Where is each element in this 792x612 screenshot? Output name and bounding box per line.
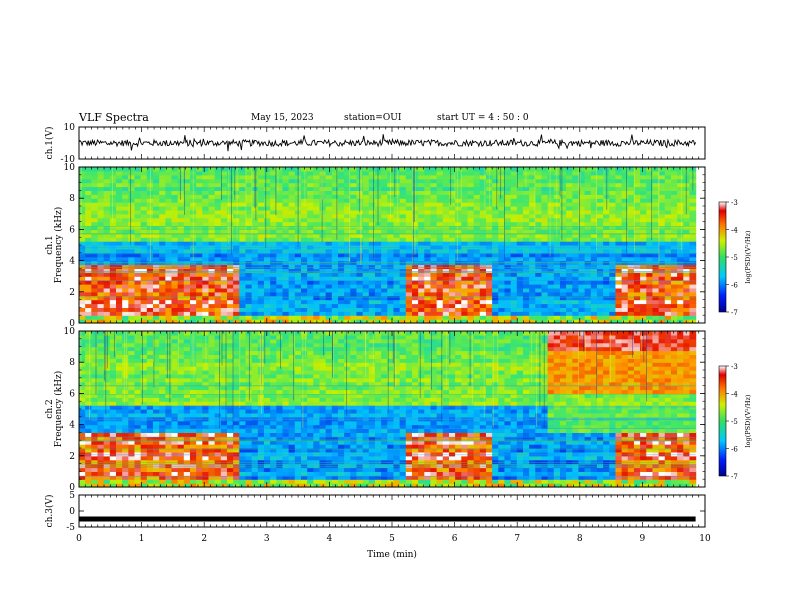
xtick-label-7: 7 — [514, 534, 520, 544]
xtick-label-1: 1 — [139, 534, 145, 544]
xtick-label-10: 10 — [699, 534, 711, 544]
ytick-label-2-3: 6 — [69, 225, 75, 235]
station-label: station=OUI — [344, 113, 402, 123]
xtick-label-3: 3 — [264, 534, 270, 544]
x-axis-title: Time (min) — [367, 549, 417, 560]
colorbar-tick-1-4: -7 — [731, 309, 738, 317]
ylabel-channel-2: ch.2 — [45, 399, 55, 418]
ylabel-0: ch.1(V) — [44, 127, 55, 160]
ytick-label-4-0: 5 — [69, 491, 75, 501]
ytick-label-3-1: 2 — [69, 452, 75, 462]
ylabel-channel-1: ch.1 — [45, 235, 55, 254]
colorbar-tick-2-4: -7 — [731, 473, 738, 481]
ch1-trace — [78, 134, 697, 152]
colorbar-tick-1-1: -4 — [731, 227, 738, 235]
start-time-label: start UT = 4 : 50 : 0 — [437, 113, 529, 123]
xtick-label-2: 2 — [201, 534, 207, 544]
ylabel-frequency-1: Frequency (kHz) — [53, 207, 64, 284]
ytick-label-3-5: 10 — [64, 327, 76, 337]
ytick-label-1-1: -10 — [61, 155, 76, 165]
colorbar-tick-2-0: -3 — [731, 363, 738, 371]
colorbar-tick-2-1: -4 — [731, 391, 738, 399]
xtick-label-4: 4 — [327, 534, 333, 544]
ytick-label-3-2: 4 — [69, 421, 75, 431]
ytick-label-2-0: 0 — [69, 319, 75, 329]
xtick-label-5: 5 — [389, 534, 395, 544]
waveform-1 — [78, 134, 697, 152]
chart-title: VLF Spectra — [79, 111, 149, 124]
ytick-label-3-0: 0 — [69, 483, 75, 493]
ytick-label-1-0: 10 — [64, 123, 76, 133]
spectrogram-2 — [79, 167, 705, 324]
ytick-label-3-4: 8 — [69, 358, 75, 368]
spectrogram-3 — [79, 331, 705, 488]
date-label: May 15, 2023 — [251, 113, 314, 123]
ytick-label-2-4: 8 — [69, 194, 75, 204]
ytick-label-4-1: 0 — [69, 507, 75, 517]
ylabel-frequency-2: Frequency (kHz) — [53, 371, 64, 448]
colorbar-tick-1-0: -3 — [731, 199, 738, 207]
colorbar-label-2: log(PSD)(V²/Hz) — [744, 394, 752, 447]
colorbar-2 — [718, 365, 727, 477]
colorbar-label-1: log(PSD)(V²/Hz) — [744, 230, 752, 283]
ytick-label-4-2: -5 — [66, 523, 75, 533]
colorbar-tick-1-2: -5 — [731, 254, 738, 262]
xtick-label-0: 0 — [76, 534, 82, 544]
ytick-label-2-1: 2 — [69, 288, 75, 298]
xtick-label-6: 6 — [452, 534, 458, 544]
ytick-label-2-2: 4 — [69, 257, 75, 267]
colorbar-tick-2-3: -6 — [731, 446, 738, 454]
ytick-label-3-3: 6 — [69, 389, 75, 399]
colorbar-tick-1-3: -6 — [731, 282, 738, 290]
colorbar-tick-2-2: -5 — [731, 418, 738, 426]
colorbar-1 — [718, 201, 727, 313]
xtick-label-8: 8 — [577, 534, 583, 544]
xtick-label-9: 9 — [640, 534, 646, 544]
ylabel-3: ch.3(V) — [44, 495, 55, 528]
ytick-label-2-5: 10 — [64, 163, 76, 173]
